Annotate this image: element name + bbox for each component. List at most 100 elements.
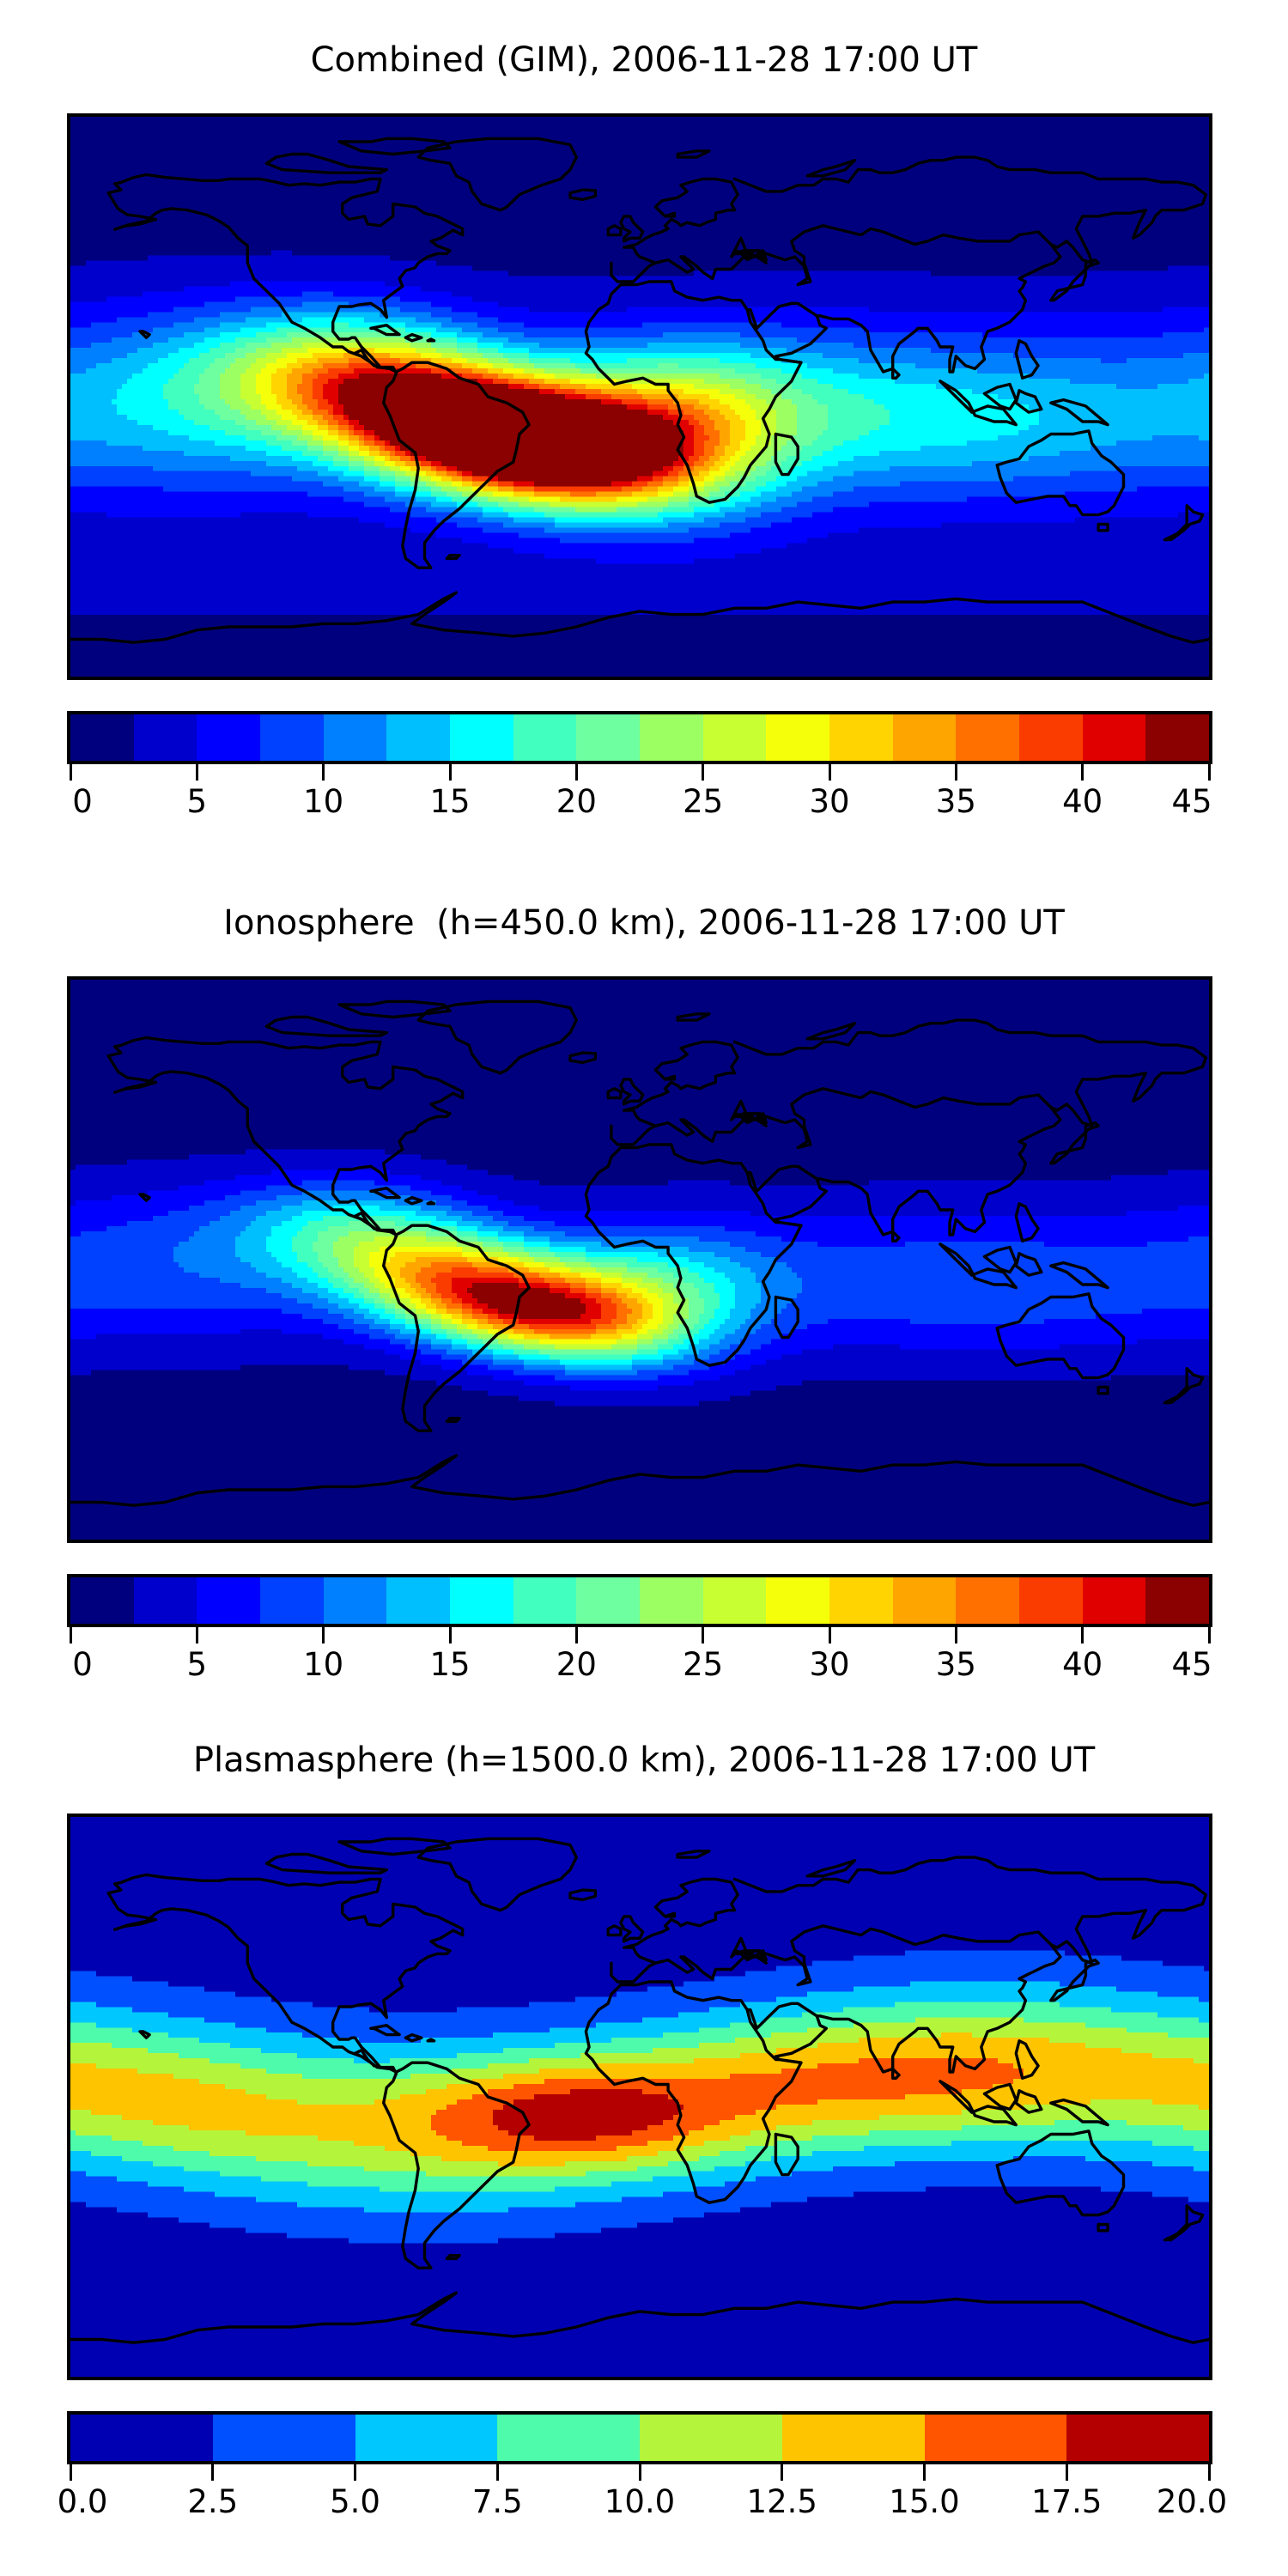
colorbar-tick-label: 30 bbox=[809, 783, 850, 820]
colorbar-tick-label: 25 bbox=[683, 783, 724, 820]
coastline-path bbox=[619, 1078, 645, 1106]
panel-title-plasmasphere: Plasmasphere (h=1500.0 km), 2006-11-28 1… bbox=[192, 1741, 1096, 1780]
colorbar-swatch bbox=[133, 1577, 197, 1624]
colorbar-tick-label: 12.5 bbox=[746, 2483, 817, 2520]
colorbar-tick bbox=[1081, 1627, 1084, 1643]
colorbar-swatch bbox=[355, 2415, 498, 2461]
colorbar-swatch bbox=[197, 1577, 261, 1624]
colorbar-swatch bbox=[702, 714, 767, 761]
coastline-path bbox=[745, 301, 818, 331]
coastline-path bbox=[70, 2291, 1209, 2344]
coastline-path bbox=[676, 1850, 711, 1859]
colorbar-swatch bbox=[1066, 2415, 1209, 2461]
colorbar-tick-label: 10 bbox=[303, 1646, 344, 1683]
colorbar-swatch bbox=[386, 1577, 451, 1624]
colorbar-combined: 0 5 10 15 20 25 30 35 40 45 bbox=[67, 711, 1212, 820]
coastline-path bbox=[1014, 1252, 1043, 1277]
coastline-path bbox=[404, 1195, 423, 1206]
coastline-path bbox=[1014, 389, 1043, 414]
coastline-path bbox=[732, 224, 1062, 374]
colorbar-tick bbox=[448, 1627, 452, 1643]
coastline-path bbox=[264, 1852, 388, 1874]
colorbar-tick-label: 20 bbox=[556, 1646, 597, 1683]
coastline-path bbox=[1049, 1261, 1109, 1290]
colorbar-swatch bbox=[781, 2415, 925, 2461]
coastline-path bbox=[584, 1143, 803, 1367]
coastline-path bbox=[568, 1051, 598, 1065]
colorbar-tick-label: 20 bbox=[556, 783, 597, 820]
colorbar-labels-ionosphere: 0 5 10 15 20 25 30 35 40 45 bbox=[67, 1646, 1212, 1689]
coastline-path bbox=[995, 429, 1126, 517]
colorbar-swatch bbox=[323, 714, 387, 761]
colorbar-tick-label: 7.5 bbox=[471, 2483, 523, 2520]
colorbar-tick bbox=[195, 764, 198, 781]
colorbar-plasmasphere: 0.0 2.5 5.0 7.5 10.0 12.5 15.0 17.5 20.0 bbox=[58, 2411, 1227, 2520]
colorbar-tick bbox=[354, 2464, 356, 2481]
colorbar-tick-label: 10.0 bbox=[604, 2483, 676, 2520]
colorbar-tick bbox=[574, 764, 578, 781]
coastline-path bbox=[70, 591, 1209, 644]
colorbar-strip-combined bbox=[67, 711, 1212, 764]
coastline-path bbox=[732, 1924, 1062, 2074]
coastline-path bbox=[584, 280, 803, 504]
coastline-layer bbox=[70, 1837, 1209, 2344]
colorbar-tick bbox=[954, 764, 957, 781]
coastline-path bbox=[426, 1200, 436, 1206]
colorbar-swatch bbox=[260, 714, 324, 761]
coastline-path bbox=[106, 173, 465, 375]
colorbar-labels-plasmasphere: 0.0 2.5 5.0 7.5 10.0 12.5 15.0 17.5 20.0 bbox=[58, 2483, 1228, 2526]
colorbar-tick-label: 0 bbox=[72, 783, 93, 820]
colorbar-swatch bbox=[1145, 714, 1209, 761]
colorbar-tick-label: 0 bbox=[72, 1646, 93, 1683]
colorbar-ticks-ionosphere bbox=[67, 1627, 1212, 1646]
colorbar-tick-label: 45 bbox=[1171, 783, 1212, 820]
coastline-path bbox=[622, 177, 739, 264]
colorbar-swatch bbox=[640, 2415, 782, 2461]
coastline-path bbox=[805, 1859, 857, 1878]
coastline-path bbox=[382, 1224, 531, 1432]
coastline-path bbox=[584, 1980, 803, 2204]
coastline-path bbox=[353, 1212, 376, 1230]
coastline-path bbox=[445, 2254, 461, 2261]
colorbar-swatch bbox=[1145, 1577, 1209, 1624]
colorbar-swatch bbox=[70, 2415, 213, 2461]
coastline-path bbox=[891, 367, 901, 380]
coastline-path bbox=[1049, 398, 1109, 427]
colorbar-swatch bbox=[386, 714, 451, 761]
colorbar-swatch bbox=[766, 1577, 830, 1624]
coastline-path bbox=[138, 2030, 151, 2039]
colorbar-tick-label: 5 bbox=[186, 1646, 208, 1683]
coastline-path bbox=[676, 149, 711, 159]
colorbar-tick-label: 35 bbox=[935, 783, 976, 820]
coastline-path bbox=[1049, 258, 1100, 302]
coastline-path bbox=[382, 361, 531, 569]
colorbar-tick bbox=[1081, 764, 1084, 781]
coastline-path bbox=[732, 155, 1208, 264]
coastline-layer bbox=[70, 999, 1209, 1507]
colorbar-swatch bbox=[70, 1577, 134, 1624]
map-combined-gim bbox=[67, 113, 1212, 680]
coastline-path bbox=[1097, 522, 1109, 532]
coastline-path bbox=[426, 2038, 436, 2043]
map-canvas-ionosphere bbox=[70, 980, 1209, 1540]
colorbar-tick-label: 17.5 bbox=[1031, 2483, 1103, 2520]
coastline-path bbox=[138, 1193, 151, 1202]
coastline-path bbox=[995, 2129, 1126, 2217]
colorbar-tick bbox=[954, 1627, 957, 1643]
colorbar-strip-ionosphere bbox=[67, 1574, 1212, 1627]
coastline-path bbox=[891, 2067, 901, 2080]
colorbar-swatch bbox=[497, 2415, 640, 2461]
colorbar-tick-label: 15.0 bbox=[889, 2483, 960, 2520]
coastline-path bbox=[676, 1012, 711, 1022]
colorbar-tick-label: 40 bbox=[1062, 783, 1103, 820]
colorbar-tick bbox=[322, 764, 325, 781]
colorbar-tick-label: 5 bbox=[186, 783, 208, 820]
coastline-path bbox=[774, 2132, 799, 2177]
coastline-path bbox=[568, 188, 598, 202]
colorbar-tick bbox=[448, 764, 452, 781]
coastline-path bbox=[619, 1915, 645, 1943]
coastline-path bbox=[1097, 1385, 1109, 1395]
coastline-path bbox=[264, 152, 388, 174]
colorbar-tick bbox=[1065, 2464, 1068, 2481]
